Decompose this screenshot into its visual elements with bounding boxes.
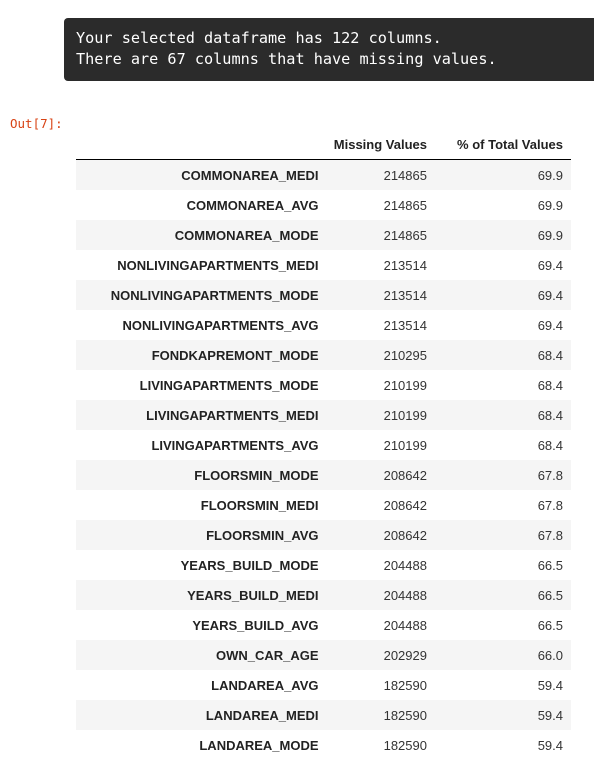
row-index-label: YEARS_BUILD_MODE <box>180 557 319 573</box>
percent-total-cell: 69.9 <box>537 167 563 183</box>
percent-total-cell: 66.5 <box>537 557 563 573</box>
row-index-label: NONLIVINGAPARTMENTS_AVG <box>122 317 319 333</box>
row-index-label: LANDAREA_MEDI <box>205 707 319 723</box>
missing-values-cell: 208642 <box>383 467 427 483</box>
table-row: OWN_CAR_AGE 202929 66.0 <box>76 640 571 670</box>
percent-total-cell: 68.4 <box>537 347 563 363</box>
missing-values-cell: 204488 <box>383 557 427 573</box>
percent-total-cell: 69.9 <box>537 227 563 243</box>
table-row: NONLIVINGAPARTMENTS_MEDI 213514 69.4 <box>76 250 571 280</box>
table-row: FLOORSMIN_AVG 208642 67.8 <box>76 520 571 550</box>
table-row: LANDAREA_MEDI 182590 59.4 <box>76 700 571 730</box>
missing-values-cell: 214865 <box>383 167 427 183</box>
percent-total-cell: 69.4 <box>537 317 563 333</box>
row-index-label: LIVINGAPARTMENTS_MEDI <box>146 407 319 423</box>
missing-values-cell: 210199 <box>383 437 427 453</box>
table-body: COMMONAREA_MEDI 214865 69.9 COMMONAREA_AVG 2… <box>76 159 571 760</box>
missing-values-cell: 204488 <box>383 617 427 633</box>
percent-total-cell: 68.4 <box>537 377 563 393</box>
percent-total-cell: 68.4 <box>537 437 563 453</box>
percent-total-cell: 68.4 <box>537 407 563 423</box>
percent-total-cell: 67.8 <box>537 497 563 513</box>
table-row: LIVINGAPARTMENTS_AVG 210199 68.4 <box>76 430 571 460</box>
row-index-label: LIVINGAPARTMENTS_AVG <box>151 437 319 453</box>
missing-values-cell: 214865 <box>383 197 427 213</box>
row-index-label: OWN_CAR_AGE <box>215 647 319 663</box>
stdout-output-block: Your selected dataframe has 122 columns.… <box>64 18 594 81</box>
missing-values-cell: 182590 <box>383 737 427 753</box>
missing-values-cell: 213514 <box>383 257 427 273</box>
row-index-label: COMMONAREA_AVG <box>186 197 319 213</box>
table-row: YEARS_BUILD_AVG 204488 66.5 <box>76 610 571 640</box>
percent-total-cell: 69.4 <box>537 287 563 303</box>
row-index-label: LANDAREA_MODE <box>199 737 319 753</box>
missing-values-cell: 214865 <box>383 227 427 243</box>
table-row: NONLIVINGAPARTMENTS_AVG 213514 69.4 <box>76 310 571 340</box>
index-header <box>76 130 319 160</box>
percent-total-cell: 67.8 <box>537 527 563 543</box>
row-index-label: NONLIVINGAPARTMENTS_MEDI <box>117 257 319 273</box>
table-row: NONLIVINGAPARTMENTS_MODE 213514 69.4 <box>76 280 571 310</box>
table-header-row: Missing Values % of Total Values <box>76 130 571 160</box>
row-index-label: COMMONAREA_MEDI <box>181 167 319 183</box>
table-row: LIVINGAPARTMENTS_MEDI 210199 68.4 <box>76 400 571 430</box>
table-row: COMMONAREA_AVG 214865 69.9 <box>76 190 571 220</box>
output-prompt: Out[7]: <box>10 116 63 131</box>
percent-total-cell: 67.8 <box>537 467 563 483</box>
table-row: YEARS_BUILD_MEDI 204488 66.5 <box>76 580 571 610</box>
percent-total-header: % of Total Values <box>426 130 571 160</box>
table-row: LANDAREA_AVG 182590 59.4 <box>76 670 571 700</box>
row-index-label: LANDAREA_AVG <box>211 677 319 693</box>
table-row: COMMONAREA_MODE 214865 69.9 <box>76 220 571 250</box>
missing-values-cell: 213514 <box>383 317 427 333</box>
stdout-line: Your selected dataframe has 122 columns. <box>76 29 442 47</box>
table-row: FLOORSMIN_MEDI 208642 67.8 <box>76 490 571 520</box>
row-index-label: LIVINGAPARTMENTS_MODE <box>139 377 319 393</box>
row-index-label: FLOORSMIN_MODE <box>194 467 319 483</box>
row-index-label: COMMONAREA_MODE <box>174 227 319 243</box>
missing-values-header: Missing Values <box>318 130 427 160</box>
percent-total-cell: 66.0 <box>537 647 563 663</box>
percent-total-cell: 66.5 <box>537 587 563 603</box>
missing-values-cell: 210199 <box>383 407 427 423</box>
percent-total-cell: 59.4 <box>537 707 563 723</box>
table-row: COMMONAREA_MEDI 214865 69.9 <box>76 159 571 190</box>
missing-values-cell: 182590 <box>383 707 427 723</box>
missing-values-cell: 210295 <box>383 347 427 363</box>
percent-total-cell: 59.4 <box>537 737 563 753</box>
missing-values-cell: 213514 <box>383 287 427 303</box>
table-row: YEARS_BUILD_MODE 204488 66.5 <box>76 550 571 580</box>
missing-values-cell: 208642 <box>383 527 427 543</box>
dataframe-table: Missing Values % of Total Values COMMONA… <box>76 130 571 760</box>
percent-total-cell: 59.4 <box>537 677 563 693</box>
missing-values-cell: 208642 <box>383 497 427 513</box>
stdout-line: There are 67 columns that have missing v… <box>76 50 497 68</box>
row-index-label: NONLIVINGAPARTMENTS_MODE <box>110 287 319 303</box>
missing-values-cell: 182590 <box>383 677 427 693</box>
percent-total-cell: 69.9 <box>537 197 563 213</box>
row-index-label: FLOORSMIN_AVG <box>206 527 319 543</box>
table-row: FLOORSMIN_MODE 208642 67.8 <box>76 460 571 490</box>
missing-values-cell: 202929 <box>383 647 427 663</box>
missing-values-cell: 210199 <box>383 377 427 393</box>
percent-total-cell: 66.5 <box>537 617 563 633</box>
row-index-label: FONDKAPREMONT_MODE <box>151 347 319 363</box>
table-row: FONDKAPREMONT_MODE 210295 68.4 <box>76 340 571 370</box>
percent-total-cell: 69.4 <box>537 257 563 273</box>
table-row: LANDAREA_MODE 182590 59.4 <box>76 730 571 760</box>
row-index-label: FLOORSMIN_MEDI <box>200 497 319 513</box>
row-index-label: YEARS_BUILD_AVG <box>192 617 319 633</box>
missing-values-cell: 204488 <box>383 587 427 603</box>
table-row: LIVINGAPARTMENTS_MODE 210199 68.4 <box>76 370 571 400</box>
row-index-label: YEARS_BUILD_MEDI <box>187 587 319 603</box>
